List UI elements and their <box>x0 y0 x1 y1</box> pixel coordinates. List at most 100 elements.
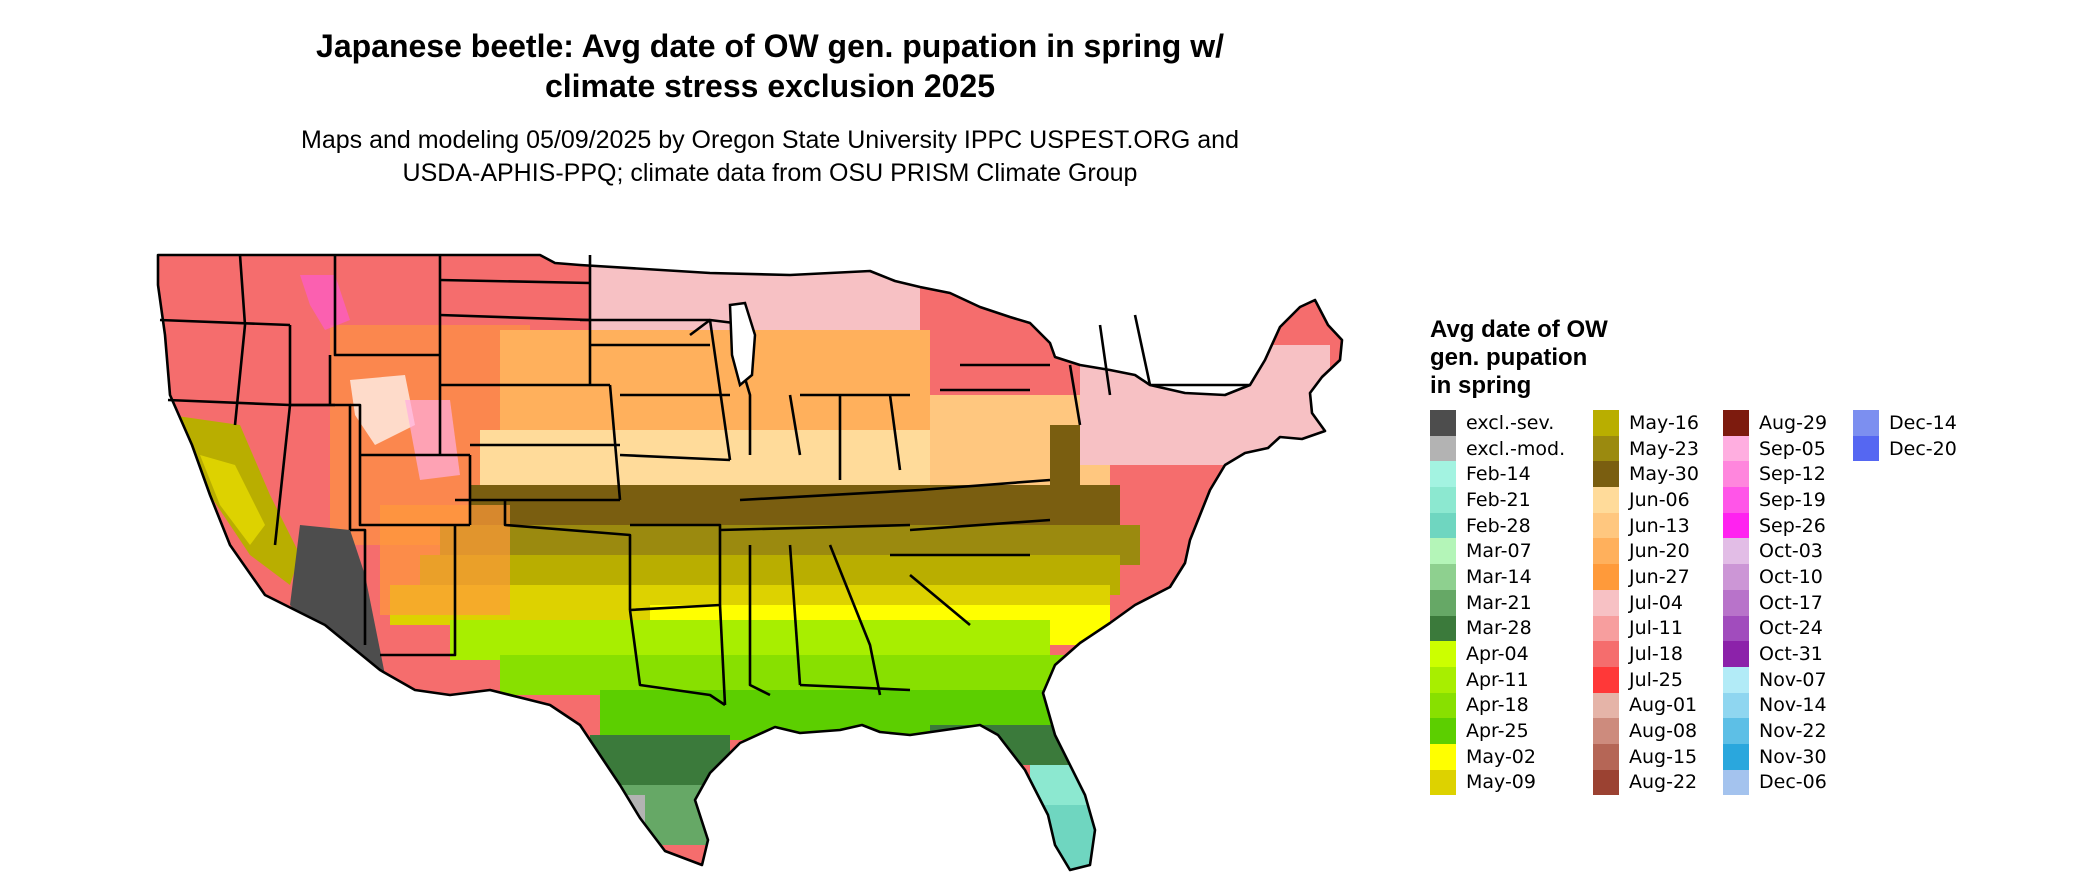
legend-swatch <box>1430 461 1456 488</box>
legend-swatch <box>1593 410 1619 436</box>
legend-swatch <box>1430 589 1456 616</box>
legend-label: Oct-31 <box>1759 643 1823 666</box>
legend-swatch <box>1430 743 1456 770</box>
legend-swatch <box>1593 641 1619 667</box>
legend-swatch <box>1723 743 1749 770</box>
legend-label: Oct-17 <box>1759 591 1823 614</box>
legend-item: Oct-03 <box>1723 538 1827 565</box>
legend-label: Mar-14 <box>1466 565 1532 588</box>
legend-label: Jul-04 <box>1629 591 1683 614</box>
legend-label: Apr-25 <box>1466 720 1529 743</box>
legend-swatch <box>1593 435 1619 462</box>
legend-item: Sep-19 <box>1723 487 1827 513</box>
legend-label: Nov-22 <box>1759 720 1827 743</box>
legend-swatch <box>1430 512 1456 539</box>
legend-item: Aug-01 <box>1593 692 1699 719</box>
legend-swatch <box>1593 718 1619 744</box>
legend-label: Feb-28 <box>1466 514 1531 537</box>
legend-label: Dec-20 <box>1889 437 1957 460</box>
legend-label: Apr-04 <box>1466 643 1529 666</box>
legend-item: Nov-07 <box>1723 666 1827 693</box>
legend-item: Jun-20 <box>1593 538 1699 565</box>
legend-item: Oct-24 <box>1723 615 1827 642</box>
legend-swatch <box>1430 692 1456 719</box>
legend-swatch <box>1593 692 1619 719</box>
legend-swatch <box>1723 435 1749 462</box>
map-subtitle: Maps and modeling 05/09/2025 by Oregon S… <box>180 124 1360 190</box>
legend-item: Apr-18 <box>1430 692 1565 719</box>
legend-swatch <box>1593 461 1619 488</box>
legend-item: Aug-29 <box>1723 410 1827 436</box>
legend-swatch <box>1593 564 1619 590</box>
us-phenology-map <box>156 253 1344 872</box>
legend-swatch <box>1593 769 1619 796</box>
legend-label: Mar-28 <box>1466 617 1532 640</box>
legend-swatch <box>1723 487 1749 513</box>
legend-swatch <box>1430 538 1456 565</box>
legend-swatch <box>1593 487 1619 513</box>
legend-item: May-30 <box>1593 461 1699 488</box>
legend-item: Feb-28 <box>1430 512 1565 539</box>
legend-title: Avg date of OW gen. pupation in spring <box>1430 316 1608 400</box>
legend-label: Feb-14 <box>1466 463 1531 486</box>
legend-item: Jul-04 <box>1593 589 1699 616</box>
legend-item: Nov-14 <box>1723 692 1827 719</box>
legend-swatch <box>1723 410 1749 436</box>
legend-label: Oct-24 <box>1759 617 1823 640</box>
legend-column: excl.-sev. excl.-mod. Feb-14 Feb-21 Feb-28 Ma… <box>1430 410 1566 796</box>
legend-item: Sep-05 <box>1723 435 1827 462</box>
legend-label: Sep-26 <box>1759 514 1826 537</box>
legend-swatch <box>1723 641 1749 667</box>
legend-item: Sep-26 <box>1723 512 1827 539</box>
legend-label: Sep-12 <box>1759 463 1826 486</box>
legend-label: Jun-20 <box>1629 540 1690 563</box>
legend-column: Aug-29 Sep-05 Sep-12 Sep-19 Sep-26 Oct-03 Oct-… <box>1723 410 1827 796</box>
map-subtitle-line-2: USDA-APHIS-PPQ; climate data from OSU PR… <box>402 159 1138 187</box>
legend-item: Aug-22 <box>1593 769 1699 796</box>
legend-swatch <box>1430 615 1456 642</box>
legend-swatch <box>1593 743 1619 770</box>
map-title-line-2: climate stress exclusion 2025 <box>544 68 996 104</box>
legend-swatch <box>1723 615 1749 642</box>
legend-label: Sep-19 <box>1759 488 1826 511</box>
legend-swatch <box>1723 538 1749 565</box>
legend-item: Aug-08 <box>1593 718 1699 744</box>
legend-item: Mar-28 <box>1430 615 1565 642</box>
legend-item: Jun-06 <box>1593 487 1699 513</box>
legend-label: Aug-15 <box>1629 745 1698 768</box>
legend-label: May-30 <box>1629 463 1699 486</box>
legend-swatch <box>1430 718 1456 744</box>
legend-label: Nov-07 <box>1759 668 1827 691</box>
legend-item: Mar-07 <box>1430 538 1565 565</box>
legend-item: Oct-10 <box>1723 564 1827 590</box>
legend-item: excl.-sev. <box>1430 410 1565 436</box>
legend-swatch <box>1430 564 1456 590</box>
legend-swatch <box>1430 487 1456 513</box>
legend-title-line-1: Avg date of OW <box>1430 316 1608 343</box>
legend-item: Feb-21 <box>1430 487 1565 513</box>
legend-swatch <box>1723 692 1749 719</box>
legend-item: Aug-15 <box>1593 743 1699 770</box>
legend-label: Aug-01 <box>1629 694 1698 717</box>
legend-item: Jul-18 <box>1593 641 1699 667</box>
legend-item: May-02 <box>1430 743 1565 770</box>
legend-label: Nov-14 <box>1759 694 1827 717</box>
legend-label: Sep-05 <box>1759 437 1826 460</box>
legend-item: Mar-21 <box>1430 589 1565 616</box>
legend-item: Nov-22 <box>1723 718 1827 744</box>
legend-column: May-16 May-23 May-30 Jun-06 Jun-13 Jun-20 Jun-… <box>1593 410 1699 796</box>
legend-label: Nov-30 <box>1759 745 1827 768</box>
legend-swatch <box>1593 512 1619 539</box>
legend-swatch <box>1723 589 1749 616</box>
legend-swatch <box>1430 435 1456 462</box>
legend-swatch <box>1593 589 1619 616</box>
legend-item: Sep-12 <box>1723 461 1827 488</box>
legend-swatch <box>1723 666 1749 693</box>
legend-item: Dec-20 <box>1853 435 1957 462</box>
legend-label: Apr-18 <box>1466 694 1529 717</box>
legend-item: Jun-27 <box>1593 564 1699 590</box>
legend-swatch <box>1723 512 1749 539</box>
legend-label: excl.-mod. <box>1466 437 1566 460</box>
legend-swatch <box>1430 666 1456 693</box>
legend-label: May-23 <box>1629 437 1699 460</box>
